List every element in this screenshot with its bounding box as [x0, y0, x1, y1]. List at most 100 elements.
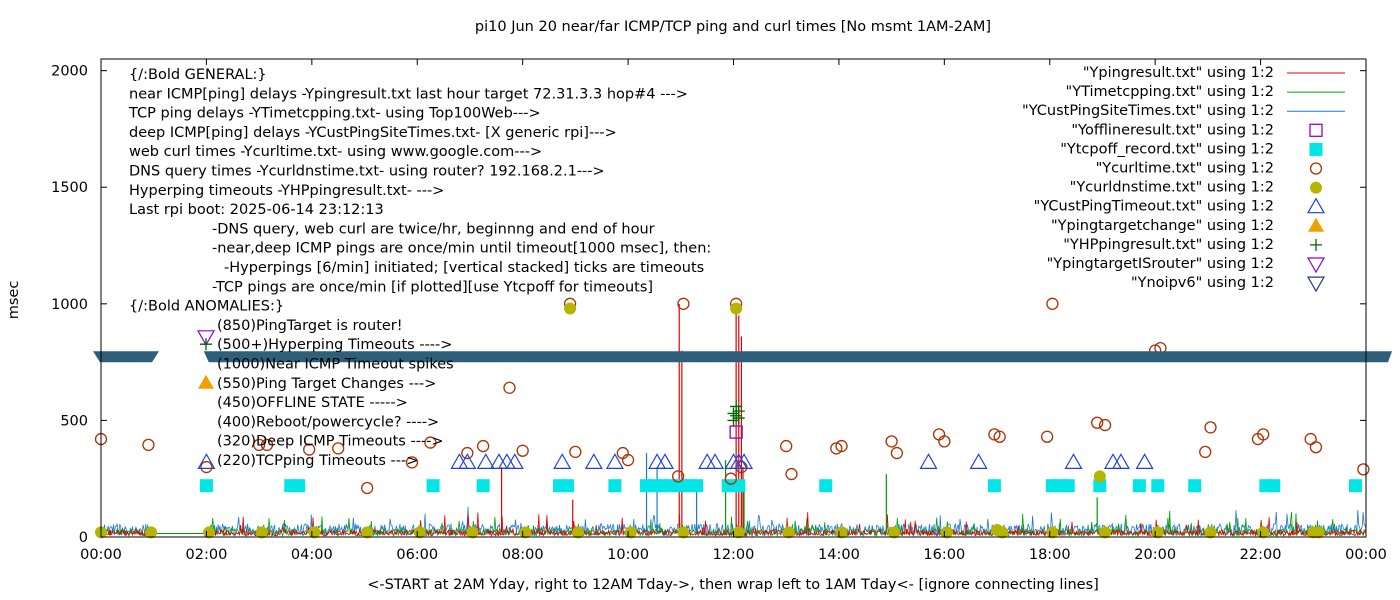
data-point — [1204, 421, 1217, 434]
annotation-line: -DNS query, web curl are twice/hr, begin… — [212, 221, 655, 237]
annotation-line: (550)Ping Target Changes ---> — [217, 376, 436, 392]
x-tick-label: 12:00 — [713, 547, 755, 563]
data-point — [724, 472, 738, 485]
data-point — [1064, 453, 1083, 469]
annotation-line: -TCP pings are once/min [if plotted][use… — [212, 279, 653, 295]
annotation-line: (1000)Near ICMP Timeout spikes — [217, 357, 454, 373]
data-point — [888, 526, 901, 539]
data-point — [466, 526, 479, 539]
data-point — [476, 439, 490, 453]
x-tick-label: 18:00 — [1029, 547, 1071, 563]
anomaly-marker — [198, 374, 214, 389]
data-point — [706, 453, 725, 469]
x-axis-label: <-START at 2AM Yday, right to 12AM Tday-… — [367, 577, 1099, 593]
data-point — [426, 479, 440, 493]
annotation-block: {/:Bold GENERAL:} near ICMP[ping] delays … — [128, 67, 711, 469]
data-point — [835, 439, 848, 453]
status-band-segment — [93, 351, 159, 363]
annotation-line: Last rpi boot: 2025-06-14 23:12:13 — [129, 202, 384, 218]
data-point — [505, 453, 524, 469]
x-tick-label: 00:00 — [1345, 547, 1387, 563]
data-point — [1309, 441, 1323, 454]
status-band-segment — [203, 351, 1392, 363]
data-point — [1103, 453, 1123, 469]
data-point — [608, 479, 622, 493]
data-point — [1151, 479, 1165, 493]
data-point — [255, 526, 268, 539]
y-axis-label: msec — [6, 281, 22, 320]
annotation-line: (450)OFFLINE STATE -----> — [217, 395, 408, 411]
data-point — [819, 479, 833, 493]
data-point — [655, 453, 675, 469]
data-point — [721, 479, 735, 493]
data-point — [584, 453, 603, 469]
data-point — [663, 479, 677, 493]
annotation-line: TCP ping delays -YTimetcpping.txt- using… — [128, 106, 541, 122]
legend-label: "YHPpingresult.txt" using 1:2 — [1063, 237, 1274, 253]
x-tick-label: 10:00 — [607, 547, 649, 563]
y-tick-label: 2000 — [51, 64, 88, 80]
annotation-line: DNS query times -Ycurldnstime.txt- using… — [129, 164, 605, 180]
data-point — [1304, 432, 1317, 446]
data-point — [987, 479, 1001, 493]
y-tick-label: 0 — [79, 530, 88, 546]
data-point — [424, 436, 437, 449]
data-point — [672, 470, 685, 483]
data-point — [735, 460, 748, 474]
data-point — [690, 479, 704, 493]
legend-swatch — [1310, 238, 1322, 251]
legend-swatch — [1306, 276, 1326, 293]
legend-swatch — [1308, 217, 1324, 232]
data-point — [142, 438, 155, 452]
data-point — [1061, 479, 1075, 493]
x-tick-label: 08:00 — [502, 547, 544, 563]
data-point — [1357, 463, 1370, 476]
data-point — [648, 453, 667, 469]
legend-label: "Ycurltime.txt" using 1:2 — [1096, 161, 1274, 177]
data-point — [497, 453, 516, 469]
data-point — [729, 425, 743, 439]
data-point — [782, 526, 795, 539]
data-point — [727, 407, 740, 420]
data-point — [569, 445, 582, 459]
annotation-line: near ICMP[ping] delays -Ypingresult.txt … — [129, 86, 688, 102]
legend-label: "Ytcpoff_record.txt" using 1:2 — [1060, 141, 1274, 157]
data-point — [785, 467, 798, 481]
data-point — [677, 297, 690, 310]
annotation-line: Hyperping timeouts -YHPpingresult.txt- -… — [129, 183, 444, 199]
data-point — [560, 479, 574, 493]
data-point — [735, 453, 754, 469]
legend-label: "YCustPingTimeout.txt" using 1:2 — [1034, 199, 1274, 215]
data-point — [938, 435, 951, 448]
data-point — [885, 435, 898, 448]
data-point — [1312, 526, 1325, 539]
legend-swatch — [1310, 181, 1322, 194]
data-point — [1111, 453, 1130, 469]
data-point — [145, 526, 158, 539]
legend-label: "Ypingresult.txt" using 1:2 — [1083, 65, 1274, 81]
data-point — [993, 430, 1006, 443]
data-point — [919, 453, 938, 469]
data-point — [1348, 479, 1362, 493]
data-point — [197, 453, 216, 469]
data-point — [780, 439, 793, 453]
annotation-line: {/:Bold ANOMALIES:} — [129, 299, 284, 315]
legend: "Ypingresult.txt" using 1:2 "YTimetcpping… — [1022, 65, 1345, 293]
x-tick-label: 20:00 — [1134, 547, 1176, 563]
annotation-line: -near,deep ICMP pings are once/min until… — [212, 241, 711, 257]
data-point — [1267, 479, 1281, 493]
data-point — [1199, 445, 1212, 459]
legend-label: "Ypingtargetchange" using 1:2 — [1051, 218, 1274, 234]
legend-label: "Ycurldnstime.txt" using 1:2 — [1070, 180, 1274, 196]
data-point — [572, 526, 585, 539]
data-point — [489, 453, 508, 469]
data-point — [732, 412, 745, 425]
legend-swatch — [1309, 123, 1323, 137]
data-point — [730, 302, 743, 315]
legend-label: "Yofflineresult.txt" using 1:2 — [1071, 122, 1274, 138]
data-point — [564, 302, 577, 315]
data-point — [332, 442, 345, 455]
data-point — [969, 453, 988, 469]
data-point — [1099, 526, 1112, 539]
